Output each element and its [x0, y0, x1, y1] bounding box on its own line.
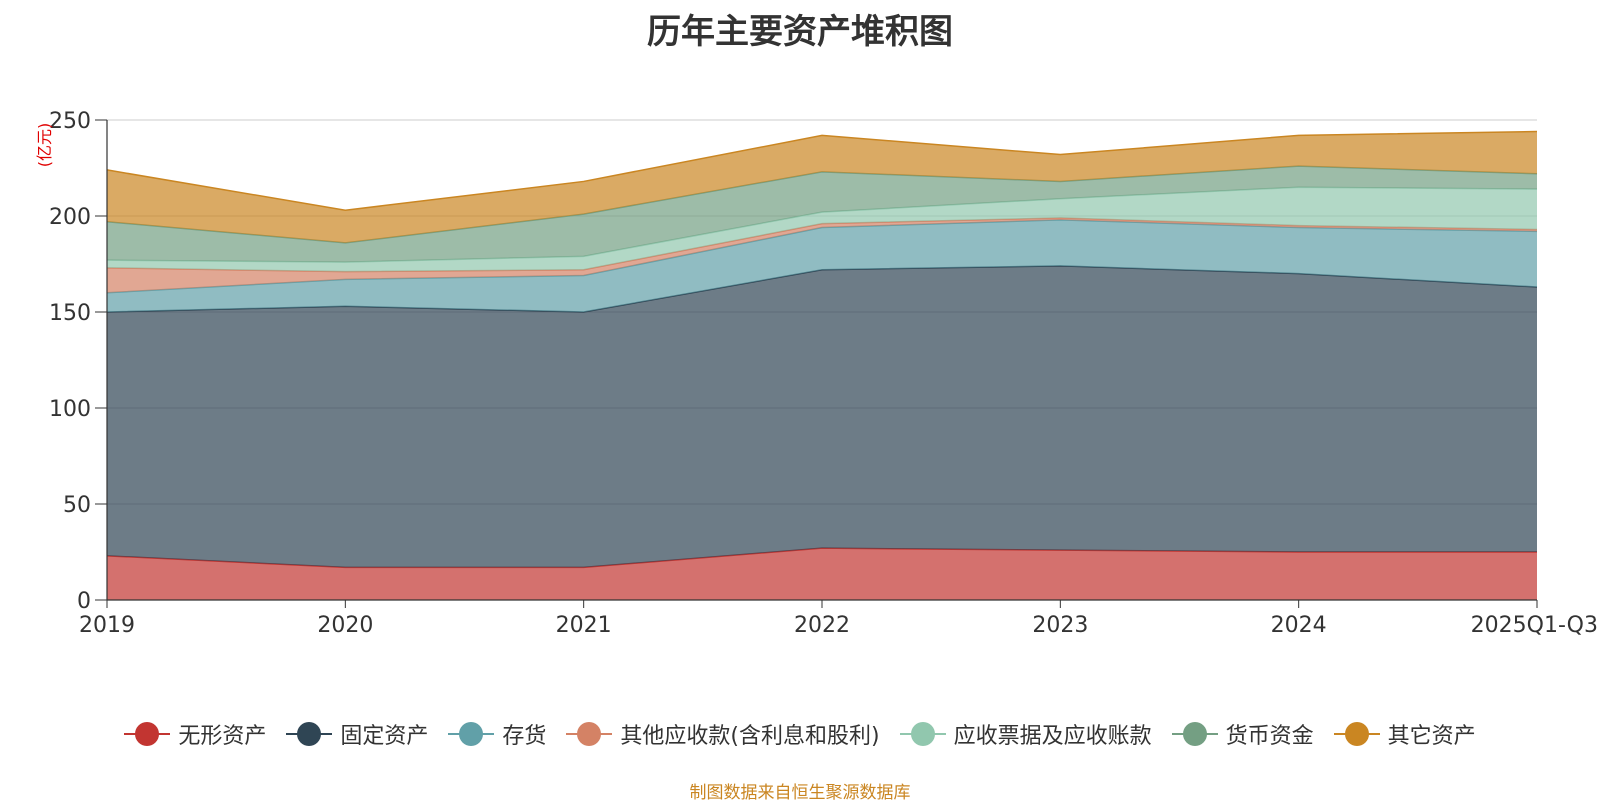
legend-label: 固定资产: [340, 724, 429, 749]
y-tick-label: 0: [77, 589, 91, 614]
axes: 0 50 100 150 200 250 2019 2020 2021 2022 2023 2024 2…: [49, 109, 1598, 638]
legend-label: 货币资金: [1225, 724, 1314, 749]
area-series-6: [107, 166, 1537, 263]
legend-marker-icon: [899, 721, 946, 747]
legend-item-3[interactable]: 存货: [448, 718, 546, 750]
legend-marker-icon: [1333, 721, 1380, 747]
legend-marker-icon: [124, 721, 171, 747]
x-tick-label: 2025Q1-Q3: [1471, 613, 1598, 638]
source-note: 制图数据来自恒生聚源数据库: [689, 783, 911, 803]
x-tick-label: 2021: [556, 613, 612, 638]
x-tick-label: 2020: [317, 613, 373, 638]
area-series-4: [107, 217, 1537, 293]
legend-item-5[interactable]: 应收票据及应收账款: [899, 718, 1152, 750]
chart-title: 历年主要资产堆积图: [647, 12, 953, 52]
area-series-3: [107, 219, 1537, 312]
legend-marker-icon: [286, 721, 333, 747]
y-tick-label: 200: [49, 205, 91, 230]
legend-label: 存货: [502, 724, 547, 749]
y-tick-label: 100: [49, 397, 91, 422]
legend: 无形资产 固定资产 存货 其他应收款(含利息和股利) 应收票据及应收账款 货币资金 其它资产: [0, 718, 1600, 750]
legend-item-6[interactable]: 货币资金: [1171, 718, 1314, 750]
x-tick-label: 2022: [794, 613, 850, 638]
x-tick-label: 2023: [1032, 613, 1088, 638]
area-series-7: [107, 131, 1537, 243]
legend-label: 无形资产: [178, 724, 267, 749]
y-tick-label: 250: [49, 109, 91, 134]
legend-label: 其他应收款(含利息和股利): [620, 724, 880, 749]
legend-marker-icon: [566, 721, 613, 747]
x-tick-label: 2019: [79, 613, 135, 638]
legend-label: 应收票据及应收账款: [953, 724, 1152, 749]
series-line-7: [106, 130, 1538, 211]
legend-item-2[interactable]: 固定资产: [286, 718, 428, 750]
legend-marker-icon: [448, 721, 495, 747]
y-tick-label: 150: [49, 301, 91, 326]
area-series-1: [107, 548, 1537, 600]
legend-item-4[interactable]: 其他应收款(含利息和股利): [566, 718, 880, 750]
legend-item-7[interactable]: 其它资产: [1333, 718, 1476, 750]
y-tick-label: 50: [63, 493, 91, 518]
area-series: [106, 130, 1538, 600]
x-tick-label: 2024: [1271, 613, 1327, 638]
legend-marker-icon: [1171, 721, 1218, 747]
area-series-5: [107, 187, 1537, 272]
stacked-area-chart: 0 50 100 150 200 250 2019 2020 2021 2022 2023 2024 2…: [35, 109, 1598, 638]
legend-item-1[interactable]: 无形资产: [124, 718, 266, 750]
legend-label: 其它资产: [1387, 724, 1476, 749]
area-series-2: [107, 265, 1537, 568]
y-axis-unit-label: (亿元): [35, 123, 54, 168]
